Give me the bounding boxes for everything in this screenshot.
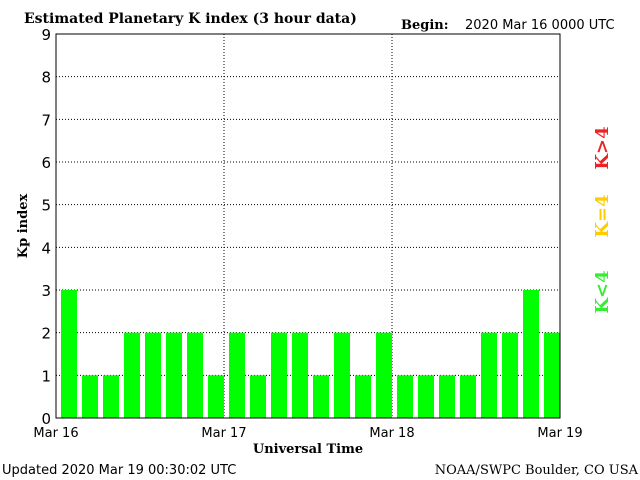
kp-bar [145, 332, 161, 418]
kp-bar [481, 332, 497, 418]
y-tick-label: 3 [41, 282, 51, 300]
x-tick-label: Mar 19 [537, 426, 582, 441]
kp-bar [439, 375, 455, 418]
y-tick-labels: 0 1 2 3 4 5 6 7 8 9 [41, 26, 51, 428]
x-tick-labels: Mar 16 Mar 17 Mar 18 Mar 19 [33, 426, 582, 441]
plot-bars [61, 290, 560, 418]
kp-bar [187, 332, 203, 418]
kp-bar [376, 332, 392, 418]
legend: K<4 K=4 K>4 [592, 126, 613, 313]
kp-bar [82, 375, 98, 418]
kp-bar [271, 332, 287, 418]
x-tick-label: Mar 17 [201, 426, 246, 441]
kp-bar [250, 375, 266, 418]
kp-bar [397, 375, 413, 418]
kp-bar [208, 375, 224, 418]
y-tick-label: 5 [41, 197, 51, 215]
legend-entry: K<4 [592, 270, 613, 313]
updated-text: Updated 2020 Mar 19 00:30:02 UTC [2, 463, 236, 478]
legend-entry: K>4 [592, 126, 613, 169]
kp-bar [418, 375, 434, 418]
x-axis-label: Universal Time [253, 442, 363, 457]
begin-value: 2020 Mar 16 0000 UTC [465, 18, 615, 33]
y-tick-label: 4 [41, 239, 51, 257]
kp-bar [103, 375, 119, 418]
chart-title: Estimated Planetary K index (3 hour data… [24, 11, 357, 27]
y-tick-label: 1 [41, 367, 51, 385]
begin-label: Begin: [401, 18, 449, 33]
kp-bar [292, 332, 308, 418]
y-tick-label: 8 [41, 69, 51, 87]
y-tick-label: 0 [41, 410, 51, 428]
kp-bar [544, 332, 560, 418]
y-tick-label: 7 [41, 111, 51, 129]
y-axis-label: Kp index [16, 194, 31, 259]
kp-bar [124, 332, 140, 418]
y-tick-label: 2 [41, 325, 51, 343]
y-tick-label: 9 [41, 26, 51, 44]
kp-bar [355, 375, 371, 418]
source-text: NOAA/SWPC Boulder, CO USA [435, 463, 639, 478]
kp-bar [523, 290, 539, 418]
kp-bar [460, 375, 476, 418]
kp-bar [61, 290, 77, 418]
y-tick-label: 6 [41, 154, 51, 172]
kp-bar [166, 332, 182, 418]
kp-bar [229, 332, 245, 418]
plot-frame [55, 33, 561, 419]
kp-bar [313, 375, 329, 418]
x-tick-label: Mar 16 [33, 426, 78, 441]
legend-entry: K=4 [592, 194, 613, 237]
x-tick-label: Mar 18 [369, 426, 414, 441]
kp-bar [334, 332, 350, 418]
kp-bar [502, 332, 518, 418]
